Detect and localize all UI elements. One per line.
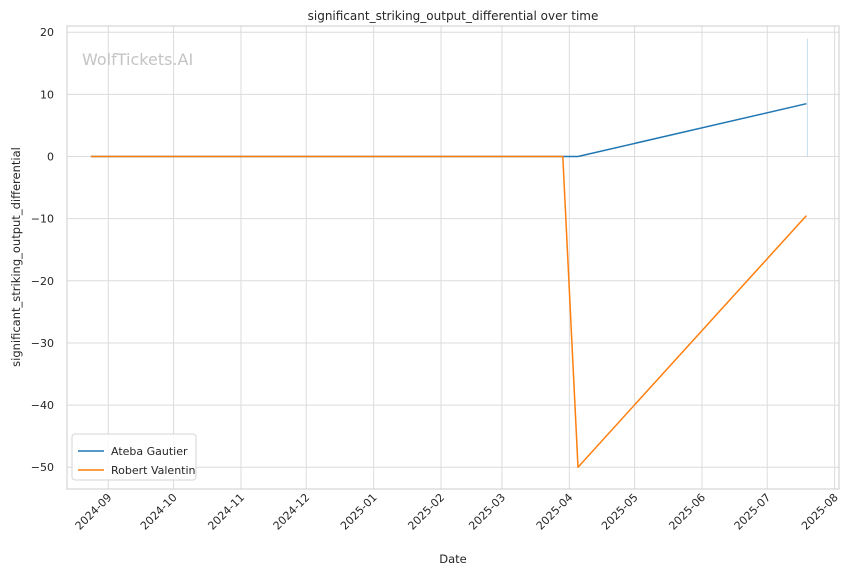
y-tick-label: 20 [40,26,54,39]
x-tick-label: 2024-11 [205,491,247,533]
y-tick-label: −30 [31,337,54,350]
x-tick-label: 2024-10 [138,491,180,533]
series-line-2 [90,155,807,468]
y-tick-label: −20 [31,275,54,288]
x-tick-label: 2025-06 [666,491,708,533]
y-tick-label: 10 [40,88,54,101]
y-tick-label: −10 [31,213,54,226]
x-tick-label: 2024-12 [271,491,313,533]
watermark: WolfTickets.AI [82,50,193,69]
legend-box [71,433,197,481]
y-axis-title: significant_striking_output_differential [9,147,23,367]
x-tick-label: 2025-07 [732,491,774,533]
grid-lines [67,26,839,489]
x-tick-label: 2025-08 [799,491,841,533]
legend: Ateba Gautier Robert Valentin [71,433,197,481]
y-tick-label: −40 [31,399,54,412]
x-axis-title: Date [439,552,467,566]
x-tick-label: 2025-01 [338,491,380,533]
y-tick-label: 0 [47,151,54,164]
x-tick-label: 2024-09 [73,491,115,533]
x-tick-label: 2025-03 [466,491,508,533]
plot-frame [66,25,840,490]
plot-background [67,26,839,489]
legend-label: Ateba Gautier [111,445,188,458]
x-tick-label: 2025-02 [405,491,447,533]
series-lines [90,38,808,468]
x-tick-label: 2025-04 [534,491,576,533]
y-tick-label: −50 [31,461,54,474]
chart-title: significant_striking_output_differential… [308,9,599,23]
legend-label: Robert Valentin [111,464,196,477]
x-tick-label: 2025-05 [599,491,641,533]
